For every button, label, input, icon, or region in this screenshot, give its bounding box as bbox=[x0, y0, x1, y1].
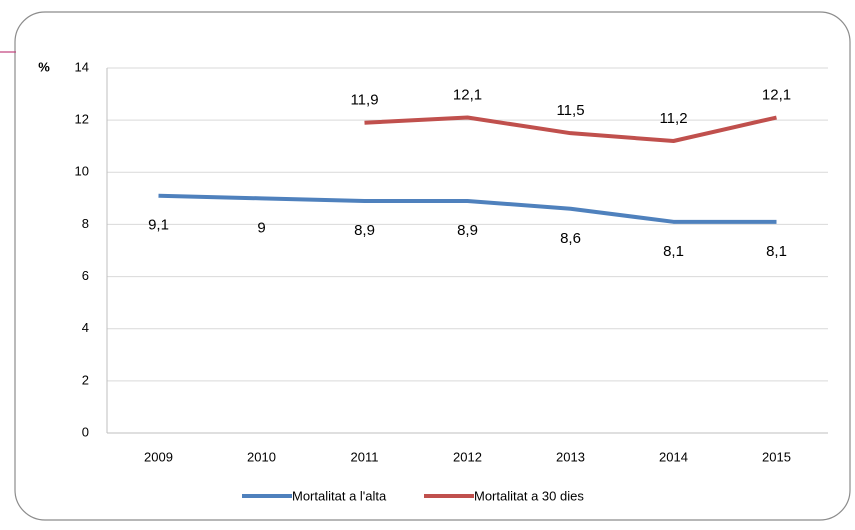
y-axis-label: % bbox=[38, 59, 50, 74]
data-label: 12,1 bbox=[453, 87, 482, 104]
y-tick-label: 8 bbox=[82, 216, 89, 231]
series-line bbox=[364, 115, 777, 143]
x-tick-label: 2013 bbox=[556, 449, 585, 464]
x-tick-label: 2010 bbox=[247, 449, 276, 464]
data-label: 9,1 bbox=[148, 217, 169, 234]
data-label: 8,1 bbox=[766, 243, 787, 260]
x-tick-label: 2015 bbox=[762, 449, 791, 464]
data-label: 11,5 bbox=[556, 102, 584, 119]
x-tick-label: 2009 bbox=[144, 449, 173, 464]
frame bbox=[14, 11, 851, 521]
x-tick-label: 2011 bbox=[351, 449, 379, 464]
legend-label: Mortalitat a l'alta bbox=[292, 488, 387, 503]
x-tick-label: 2012 bbox=[453, 449, 482, 464]
legend-label: Mortalitat a 30 dies bbox=[474, 488, 584, 503]
y-tick-label: 2 bbox=[82, 372, 89, 387]
data-label: 11,2 bbox=[659, 110, 687, 127]
data-label: 8,1 bbox=[663, 243, 684, 260]
data-label: 11,9 bbox=[350, 92, 378, 109]
data-label: 8,9 bbox=[457, 222, 478, 239]
y-tick-label: 6 bbox=[82, 268, 89, 283]
y-tick-label: 10 bbox=[75, 164, 89, 179]
x-tick-label: 2014 bbox=[659, 449, 688, 464]
y-tick-label: 12 bbox=[75, 112, 89, 127]
series-line bbox=[158, 193, 777, 224]
data-label: 8,6 bbox=[560, 230, 581, 247]
data-label: 9 bbox=[257, 219, 265, 236]
y-tick-label: 0 bbox=[82, 424, 89, 439]
data-label: 8,9 bbox=[354, 222, 375, 239]
y-tick-label: 4 bbox=[82, 320, 89, 335]
y-tick-label: 14 bbox=[75, 59, 89, 74]
data-label: 12,1 bbox=[762, 87, 791, 104]
